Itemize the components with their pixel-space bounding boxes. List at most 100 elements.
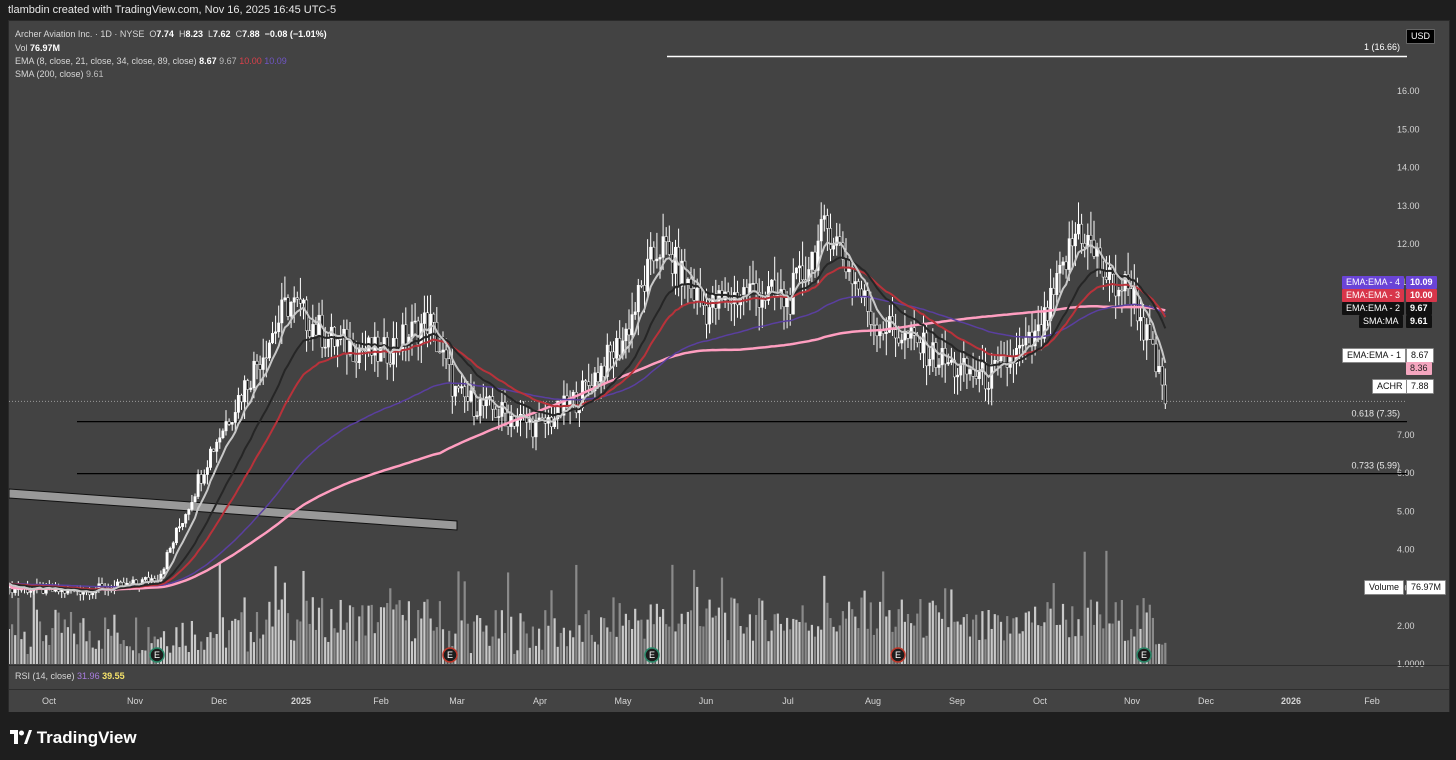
candle-body[interactable] (460, 386, 464, 389)
candle-body[interactable] (1042, 307, 1046, 339)
candle-body[interactable] (416, 320, 420, 345)
candle-body[interactable] (1163, 384, 1167, 405)
candle-body[interactable] (751, 283, 755, 285)
candle-body[interactable] (227, 421, 231, 425)
candle-body[interactable] (1049, 287, 1053, 321)
candle-body[interactable] (1142, 317, 1146, 341)
candle-body[interactable] (280, 299, 284, 324)
candle-body[interactable] (596, 372, 600, 383)
candle-body[interactable] (1157, 366, 1161, 373)
candle-body[interactable] (388, 362, 392, 365)
candle-body[interactable] (1070, 238, 1074, 247)
candle-body[interactable] (900, 339, 904, 344)
candle-body[interactable] (705, 305, 708, 325)
candle-body[interactable] (1080, 223, 1084, 244)
candle-body[interactable] (745, 287, 749, 295)
candle-body[interactable] (240, 395, 243, 403)
candle-body[interactable] (996, 360, 1000, 362)
candle-body[interactable] (794, 267, 798, 274)
candle-body[interactable] (649, 246, 653, 260)
candle-body[interactable] (661, 236, 665, 258)
candle-body[interactable] (801, 265, 805, 281)
candle-body[interactable] (612, 351, 615, 359)
candle-body[interactable] (435, 321, 439, 352)
candle-body[interactable] (441, 349, 445, 353)
candle-body[interactable] (816, 240, 820, 271)
candle-body[interactable] (478, 399, 482, 416)
candle-body[interactable] (652, 246, 656, 262)
candle-body[interactable] (199, 474, 203, 484)
candle-body[interactable] (187, 509, 191, 515)
candle-body[interactable] (236, 395, 240, 413)
trend-channel[interactable] (9, 488, 458, 531)
candle-body[interactable] (630, 314, 634, 336)
candle-body[interactable] (1067, 238, 1071, 270)
candle-body[interactable] (602, 365, 606, 377)
tradingview-logo[interactable]: TradingView (10, 728, 137, 748)
candle-body[interactable] (655, 258, 659, 262)
candle-body[interactable] (221, 430, 225, 438)
candle-body[interactable] (757, 292, 761, 308)
candle-body[interactable] (453, 385, 457, 397)
candle-body[interactable] (277, 322, 281, 333)
candle-body[interactable] (190, 501, 194, 510)
candle-body[interactable] (463, 386, 467, 398)
candle-body[interactable] (667, 241, 671, 255)
candle-body[interactable] (184, 514, 188, 524)
candle-body[interactable] (1104, 276, 1108, 280)
candle-body[interactable] (494, 408, 498, 418)
candle-body[interactable] (1120, 289, 1124, 292)
candle-body[interactable] (181, 523, 185, 527)
candle-body[interactable] (466, 396, 470, 402)
sma200-line[interactable] (9, 304, 1166, 592)
candle-body[interactable] (271, 333, 274, 344)
candle-body[interactable] (677, 246, 681, 287)
earnings-marker[interactable]: E (442, 647, 458, 663)
candle-body[interactable] (819, 219, 823, 242)
candle-body[interactable] (345, 328, 349, 355)
candle-body[interactable] (506, 412, 510, 427)
candle-body[interactable] (1160, 366, 1164, 386)
candle-body[interactable] (835, 236, 839, 246)
candle-body[interactable] (1058, 264, 1062, 274)
ema34-line[interactable] (9, 266, 1167, 591)
candle-body[interactable] (897, 337, 901, 344)
candle-body[interactable] (1151, 339, 1155, 345)
earnings-marker[interactable]: E (644, 647, 660, 663)
candle-body[interactable] (813, 251, 817, 271)
candle-body[interactable] (633, 311, 637, 315)
candle-body[interactable] (230, 422, 234, 425)
candle-body[interactable] (618, 338, 622, 356)
rsi-legend[interactable]: RSI (14, close) 31.96 39.55 (15, 671, 125, 681)
symbol-name[interactable]: Archer Aviation Inc. · 1D · NYSE (15, 29, 145, 39)
candle-body[interactable] (168, 547, 172, 553)
candle-body[interactable] (298, 298, 302, 304)
candle-body[interactable] (670, 254, 674, 274)
candle-body[interactable] (264, 357, 268, 360)
candle-body[interactable] (1055, 273, 1059, 295)
candle-body[interactable] (336, 339, 340, 347)
candle-body[interactable] (664, 236, 668, 242)
candle-body[interactable] (292, 297, 296, 303)
candle-body[interactable] (760, 298, 764, 308)
candle-body[interactable] (894, 329, 898, 339)
candle-body[interactable] (143, 577, 147, 580)
candle-body[interactable] (119, 581, 123, 584)
candle-body[interactable] (162, 568, 166, 575)
candle-body[interactable] (906, 330, 910, 339)
candle-body[interactable] (810, 251, 814, 270)
candle-body[interactable] (574, 392, 578, 414)
candle-body[interactable] (326, 338, 330, 348)
candle-body[interactable] (825, 215, 829, 229)
candle-body[interactable] (850, 266, 854, 285)
candle-body[interactable] (636, 285, 640, 313)
candle-body[interactable] (692, 288, 696, 301)
sma-legend[interactable]: SMA (200, close) 9.61 (15, 69, 104, 79)
chart-frame[interactable]: 16.0015.0014.0013.0012.0011.009.007.006.… (8, 20, 1450, 714)
candle-body[interactable] (1108, 267, 1111, 280)
candle-body[interactable] (218, 437, 222, 443)
candle-body[interactable] (587, 381, 591, 386)
candle-body[interactable] (540, 417, 544, 420)
candle-body[interactable] (116, 581, 119, 587)
candle-body[interactable] (798, 265, 801, 269)
